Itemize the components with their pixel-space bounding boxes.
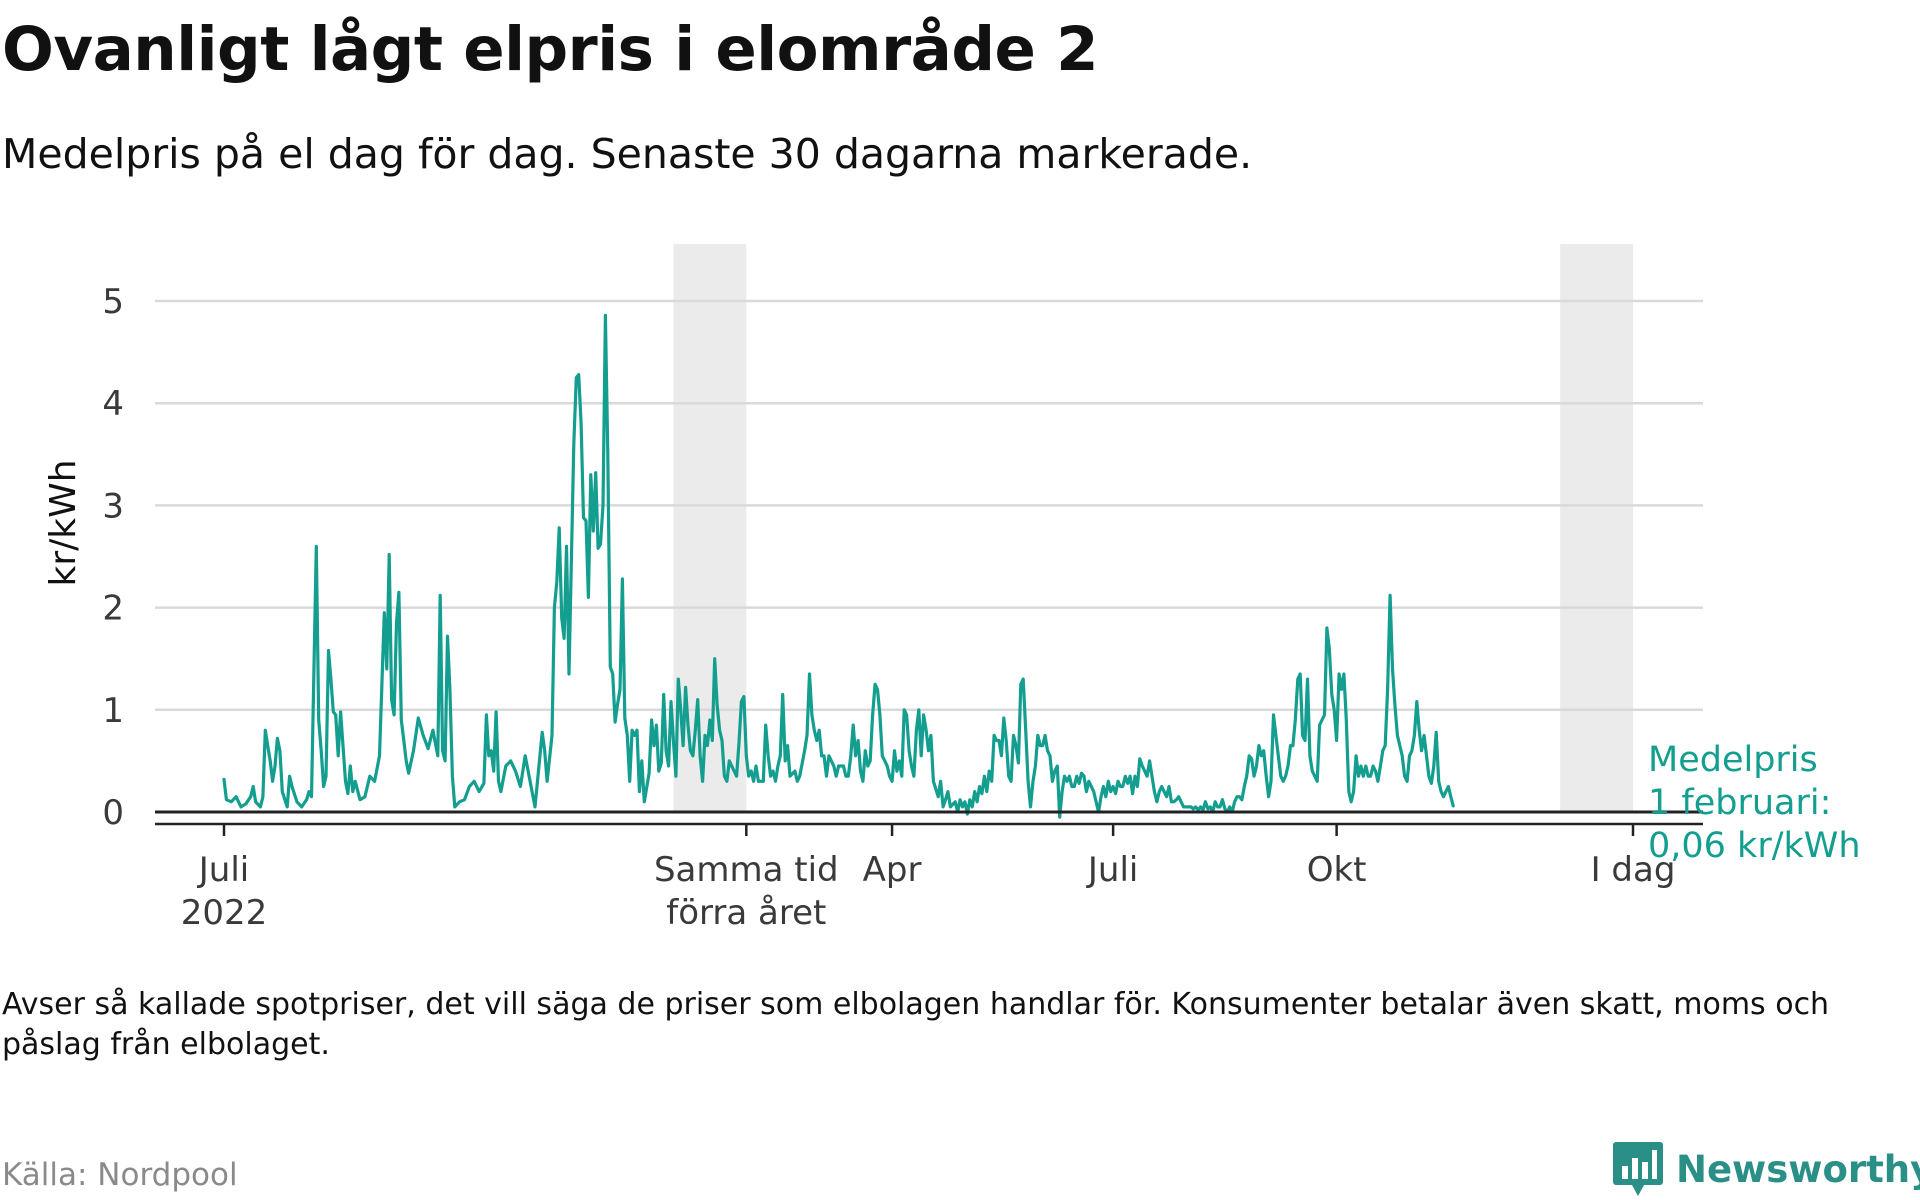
y-tick-label: 1 xyxy=(102,691,124,731)
highlight-band xyxy=(1560,244,1633,812)
y-tick-label: 5 xyxy=(102,282,124,322)
chart-subtitle: Medelpris på el dag för dag. Senaste 30 … xyxy=(2,130,1253,178)
current-value-callout: Medelpris 1 februari: 0,06 kr/kWh xyxy=(1648,740,1861,866)
x-tick-label: Juli xyxy=(197,850,249,890)
brand-logo: Newsworthy xyxy=(1612,1140,1920,1198)
y-axis-ticks: 0 1 2 3 4 5 xyxy=(102,282,124,833)
series-line-medelpris xyxy=(222,313,1455,819)
brand-name: Newsworthy xyxy=(1676,1147,1920,1191)
x-tick-label: Okt xyxy=(1307,850,1367,890)
x-tick-label: 2022 xyxy=(181,893,268,933)
chart-title: Ovanligt lågt elpris i elområde 2 xyxy=(2,14,1099,85)
y-tick-label: 0 xyxy=(102,793,124,833)
y-tick-label: 4 xyxy=(102,384,124,424)
source-credit: Källa: Nordpool xyxy=(2,1157,238,1193)
callout-line: 1 februari: xyxy=(1648,783,1831,823)
x-tick-label: Juli xyxy=(1086,850,1138,890)
bar-chart-icon xyxy=(1613,1142,1663,1196)
y-tick-label: 2 xyxy=(102,589,124,629)
gridlines xyxy=(155,299,1703,712)
x-tick-label: Samma tid xyxy=(654,850,839,890)
y-tick-label: 3 xyxy=(102,486,124,526)
callout-line: 0,06 kr/kWh xyxy=(1648,826,1861,866)
highlight-bands xyxy=(673,244,1633,812)
x-tick-label: Apr xyxy=(863,850,922,890)
y-axis-title: kr/kWh xyxy=(43,459,84,586)
x-tick-label: förra året xyxy=(666,893,826,933)
callout-line: Medelpris xyxy=(1648,740,1818,780)
x-tick-label: I dag xyxy=(1591,850,1676,890)
footnote: Avser så kallade spotpriser, det vill sä… xyxy=(2,987,1830,1062)
